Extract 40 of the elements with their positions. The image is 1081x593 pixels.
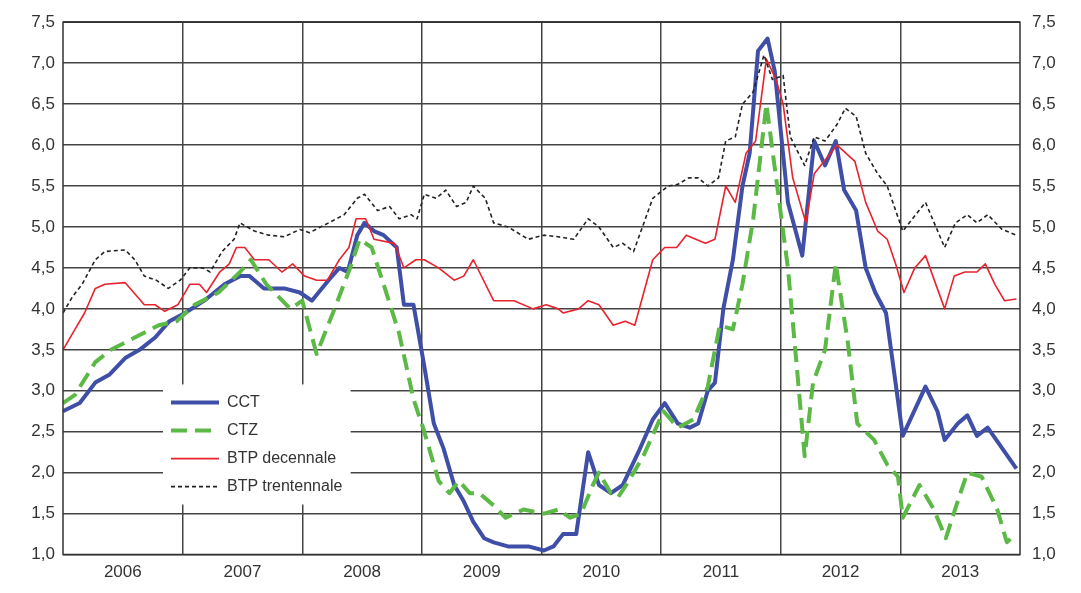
legend-label: CCT [227, 393, 261, 411]
y-tick-label: 5,5 [31, 175, 55, 195]
y-tick-label: 4,5 [31, 257, 55, 277]
y-tick-label: 3,5 [31, 339, 55, 359]
x-tick-label: 2011 [702, 562, 740, 582]
y-tick-label: 5,0 [31, 216, 55, 236]
y-tick-label: 7,5 [31, 11, 55, 31]
x-tick-label: 2013 [941, 562, 980, 582]
y2-tick-label: 7,5 [1032, 11, 1056, 31]
y-tick-label: 1,5 [31, 503, 55, 523]
y2-tick-label: 4,5 [1032, 257, 1056, 277]
legend-label: BTP trentennale [227, 477, 343, 495]
x-tick-label: 2008 [343, 562, 381, 582]
y2-tick-label: 1,0 [1032, 544, 1056, 564]
x-tick-label: 2006 [103, 562, 142, 582]
y2-tick-label: 5,5 [1032, 175, 1056, 195]
y2-tick-label: 6,5 [1032, 93, 1056, 113]
y-tick-label: 6,0 [31, 134, 55, 154]
y-tick-label: 6,5 [31, 93, 55, 113]
y-tick-label: 2,5 [31, 421, 55, 441]
y2-tick-label: 4,0 [1032, 298, 1056, 318]
y-tick-label: 4,0 [31, 298, 55, 318]
y-tick-label: 3,0 [31, 380, 55, 400]
y2-tick-label: 1,5 [1032, 503, 1056, 523]
y2-tick-label: 6,0 [1032, 134, 1056, 154]
y2-tick-label: 5,0 [1032, 216, 1056, 236]
y2-tick-label: 3,0 [1032, 380, 1056, 400]
x-tick-label: 2007 [223, 562, 262, 582]
y-tick-label: 7,0 [31, 52, 55, 72]
y-tick-label: 1,0 [31, 544, 55, 564]
y2-tick-label: 2,5 [1032, 421, 1056, 441]
x-tick-label: 2012 [821, 562, 860, 582]
legend-label: CTZ [227, 421, 259, 439]
legend-label: BTP decennale [227, 449, 337, 467]
x-tick-label: 2009 [462, 562, 501, 582]
y2-tick-label: 3,5 [1032, 339, 1056, 359]
y2-tick-label: 2,0 [1032, 462, 1056, 482]
x-tick-label: 2010 [582, 562, 621, 582]
y-tick-label: 2,0 [31, 462, 55, 482]
y2-tick-label: 7,0 [1032, 52, 1056, 72]
